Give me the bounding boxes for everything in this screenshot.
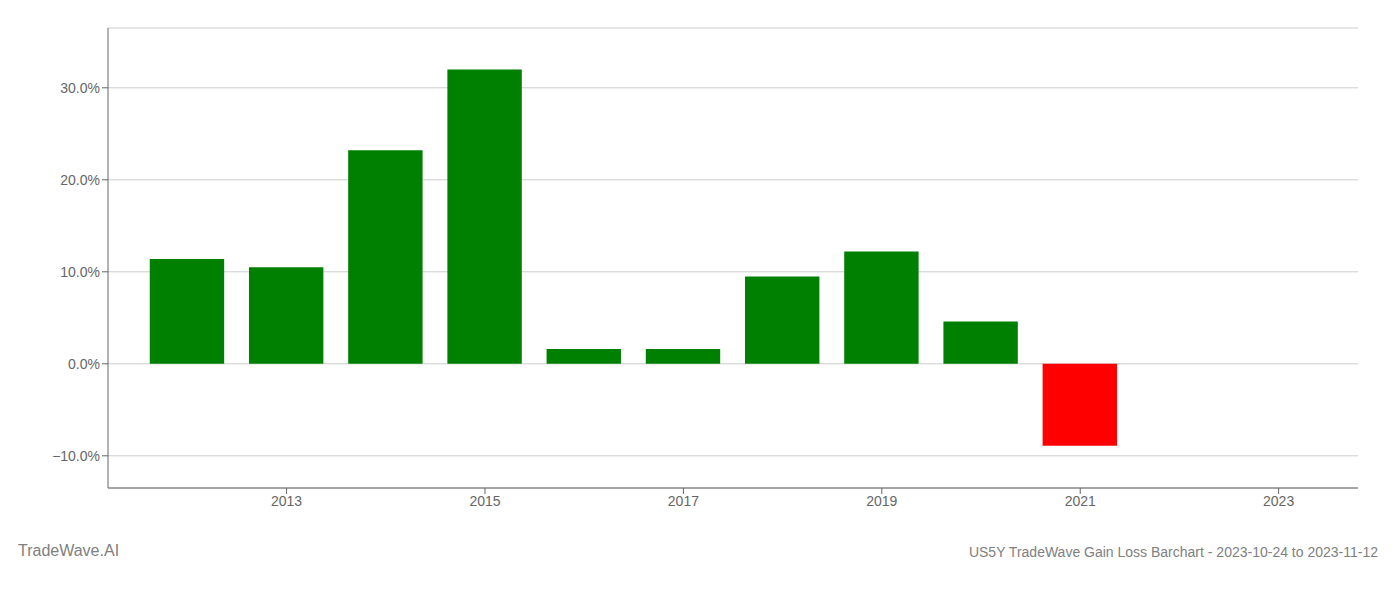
svg-text:2017: 2017 xyxy=(668,493,699,509)
svg-text:2013: 2013 xyxy=(271,493,302,509)
svg-text:−10.0%: −10.0% xyxy=(52,448,100,464)
svg-text:0.0%: 0.0% xyxy=(68,356,100,372)
svg-text:2015: 2015 xyxy=(469,493,500,509)
svg-text:2019: 2019 xyxy=(866,493,897,509)
svg-text:30.0%: 30.0% xyxy=(60,80,100,96)
svg-text:20.0%: 20.0% xyxy=(60,172,100,188)
svg-text:2023: 2023 xyxy=(1263,493,1294,509)
html-text:TradeWave.AI: TradeWave.AI xyxy=(18,542,120,559)
html-text:US5Y TradeWave Gain Loss Barch: US5Y TradeWave Gain Loss Barchart - 2023… xyxy=(968,544,1378,560)
svg-text:10.0%: 10.0% xyxy=(60,264,100,280)
svg-text:2021: 2021 xyxy=(1065,493,1096,509)
